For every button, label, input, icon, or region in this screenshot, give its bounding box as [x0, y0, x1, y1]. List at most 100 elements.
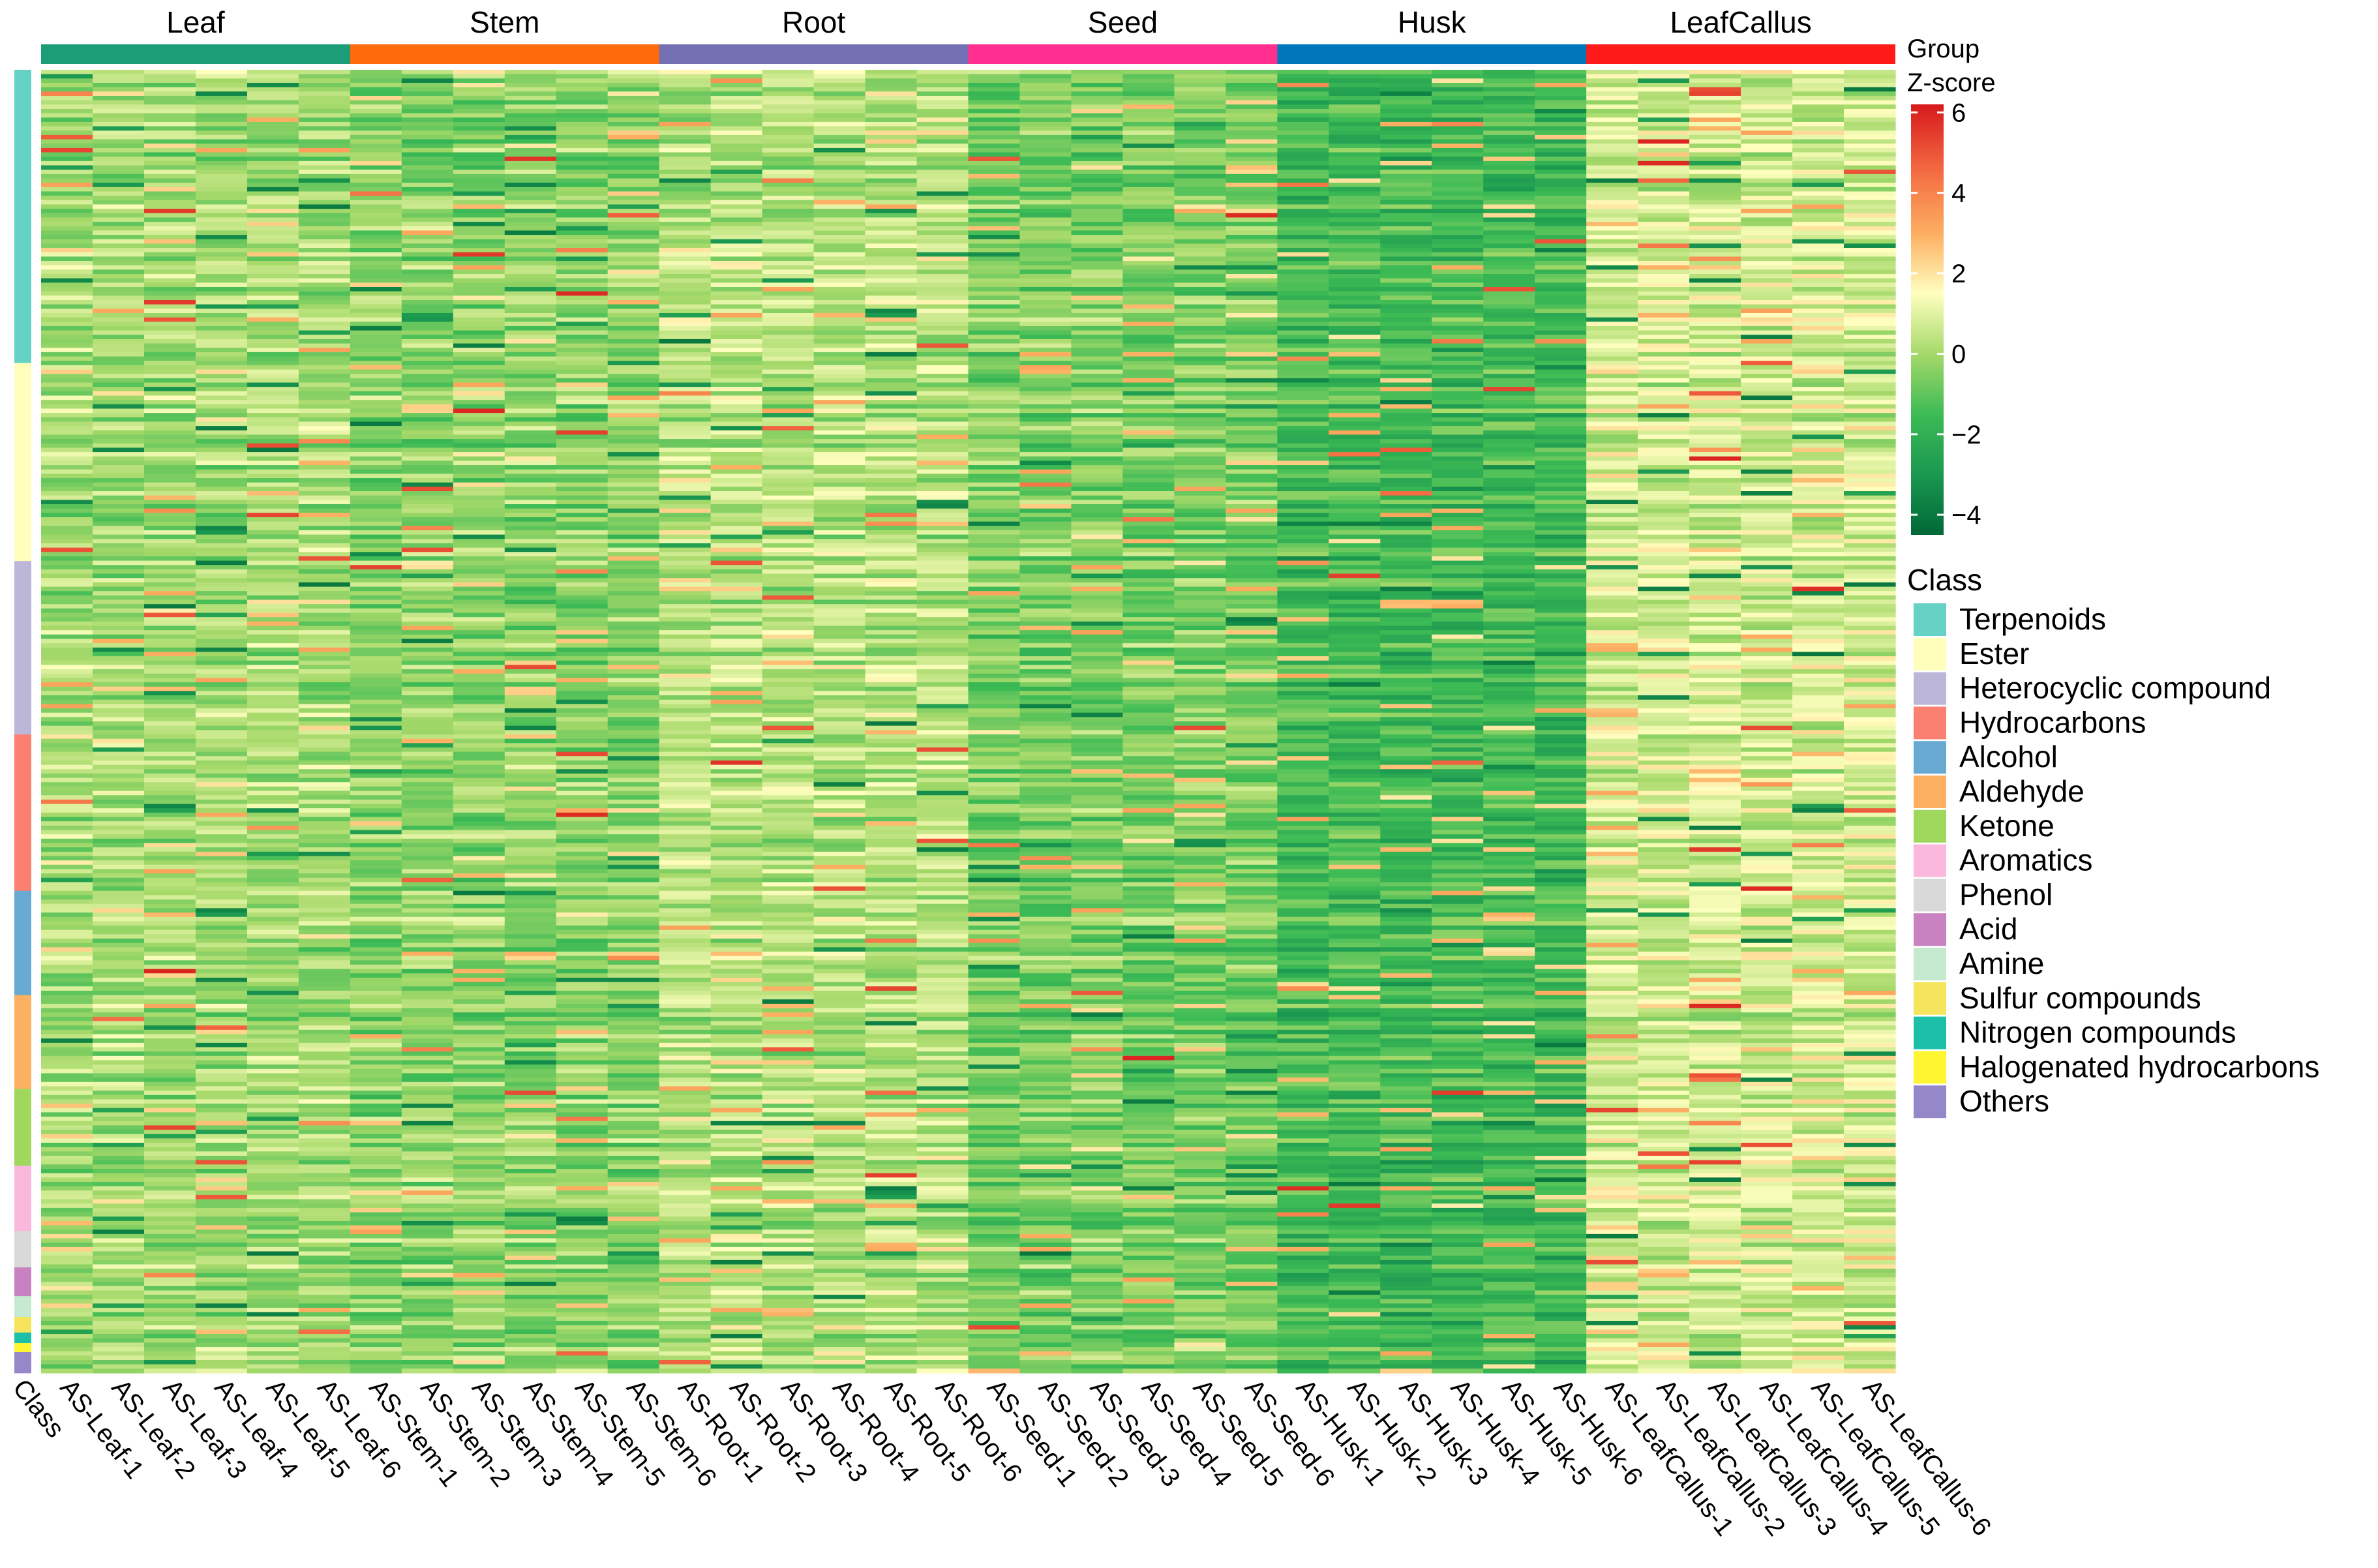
heat-cell	[1019, 330, 1072, 335]
class-block-1	[14, 363, 31, 562]
heat-cell	[1122, 226, 1175, 232]
heat-cell	[556, 404, 609, 410]
heat-cell	[350, 113, 402, 118]
heat-cell	[92, 626, 145, 631]
heat-cell	[916, 100, 969, 105]
heat-cell	[1019, 378, 1072, 384]
heat-cell	[762, 534, 815, 539]
heat-cell	[453, 87, 505, 92]
heat-cell	[1586, 325, 1638, 331]
heat-cell	[1226, 608, 1278, 614]
heat-cell	[247, 539, 299, 544]
heat-cell	[556, 460, 609, 466]
heat-cell	[762, 560, 815, 565]
heat-cell	[1586, 213, 1638, 219]
heat-cell	[247, 356, 299, 361]
heat-cell	[813, 478, 866, 483]
heat-cell	[710, 217, 763, 222]
heat-cell	[762, 504, 815, 509]
heat-cell	[968, 634, 1021, 640]
heat-cell	[92, 608, 145, 614]
heat-cell	[1019, 447, 1072, 453]
heat-cell	[1535, 157, 1587, 162]
heat-cell	[1071, 495, 1124, 500]
heat-cell	[1174, 491, 1226, 496]
heat-cell	[1122, 282, 1175, 288]
heat-cell	[916, 513, 969, 518]
heat-cell	[659, 534, 712, 539]
heat-cell	[1122, 556, 1175, 562]
heat-cell	[1741, 534, 1793, 539]
heat-cell	[659, 547, 712, 552]
heat-cell	[710, 643, 763, 648]
heat-cell	[195, 191, 248, 196]
heat-cell	[865, 508, 918, 513]
heat-cell	[143, 530, 196, 535]
heat-cell	[1638, 204, 1690, 209]
heat-cell	[1174, 269, 1226, 275]
heat-cell	[1535, 261, 1587, 266]
heat-cell	[916, 282, 969, 288]
heat-cell	[350, 365, 402, 370]
heat-cell	[247, 352, 299, 357]
heat-cell	[247, 569, 299, 575]
heat-cell	[1226, 465, 1278, 470]
heat-cell	[1741, 143, 1793, 149]
heat-cell	[916, 348, 969, 353]
heat-cell	[762, 374, 815, 379]
heat-cell	[1483, 309, 1535, 314]
heat-cell	[1535, 634, 1587, 640]
heat-cell	[865, 456, 918, 461]
heat-cell	[1844, 460, 1896, 466]
heat-cell	[607, 130, 660, 136]
heat-cell	[1329, 586, 1381, 592]
heat-cell	[607, 660, 660, 666]
heat-cell	[968, 173, 1021, 179]
heat-cell	[1226, 569, 1278, 575]
heat-cell	[453, 517, 505, 522]
heat-cell	[1689, 513, 1741, 518]
heat-cell	[1432, 74, 1484, 79]
heat-cell	[92, 573, 145, 579]
heat-cell	[1226, 348, 1278, 353]
heat-cell	[1071, 617, 1124, 622]
heat-cell	[1122, 274, 1175, 279]
heat-cell	[659, 261, 712, 266]
heat-cell	[659, 560, 712, 565]
heat-cell	[1019, 439, 1072, 444]
heat-cell	[607, 565, 660, 570]
heat-cell	[762, 474, 815, 479]
heat-cell	[401, 356, 454, 361]
heat-cell	[1535, 573, 1587, 579]
heat-cell	[762, 521, 815, 526]
heat-cell	[1483, 139, 1535, 144]
heat-cell	[1226, 452, 1278, 457]
heat-cell	[1071, 152, 1124, 157]
heat-cell	[710, 626, 763, 631]
heat-cell	[504, 352, 557, 357]
heat-cell	[1586, 586, 1638, 592]
heat-cell	[1226, 482, 1278, 487]
heat-cell	[143, 187, 196, 192]
heat-cell	[143, 491, 196, 496]
heat-cell	[1174, 478, 1226, 483]
heat-cell	[195, 443, 248, 449]
heat-cell	[968, 573, 1021, 579]
heat-cell	[143, 178, 196, 183]
heat-cell	[1741, 508, 1793, 513]
heat-cell	[453, 287, 505, 292]
heat-cell	[1019, 630, 1072, 635]
heat-cell	[1380, 269, 1432, 275]
heat-cell	[1329, 330, 1381, 335]
heat-cell	[916, 460, 969, 466]
heat-cell	[1586, 404, 1638, 410]
heat-cell	[1844, 191, 1896, 196]
heat-cell	[1226, 382, 1278, 387]
heat-cell	[1483, 291, 1535, 296]
heat-cell	[1792, 147, 1844, 153]
heat-cell	[298, 143, 351, 149]
heat-cell	[659, 152, 712, 157]
heat-cell	[1792, 621, 1844, 627]
heat-cell	[1019, 78, 1072, 83]
heat-cell	[1071, 400, 1124, 405]
